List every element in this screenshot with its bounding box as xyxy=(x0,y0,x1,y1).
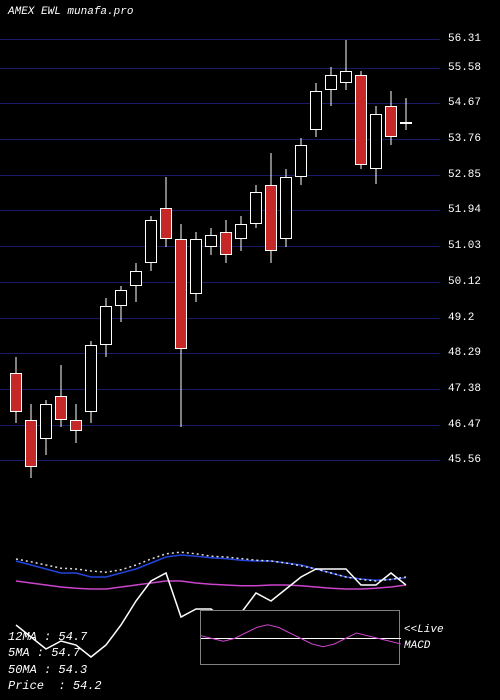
gridline xyxy=(0,39,440,40)
gridline-label: 51.03 xyxy=(448,240,481,252)
gridline-label: 55.58 xyxy=(448,62,481,74)
gridline-label: 47.38 xyxy=(448,383,481,395)
gridline xyxy=(0,103,440,104)
gridline-label: 56.31 xyxy=(448,33,481,45)
stat-label: 5MA xyxy=(8,646,30,660)
stat-label: 12MA xyxy=(8,630,37,644)
stat-value: 54.7 xyxy=(51,646,80,660)
gridline-label: 52.85 xyxy=(448,169,481,181)
gridline xyxy=(0,282,440,283)
gridline-label: 53.76 xyxy=(448,133,481,145)
gridline-label: 48.29 xyxy=(448,347,481,359)
stats-block: 12MA : 54.7 5MA : 54.7 50MA : 54.3 Price… xyxy=(8,629,102,694)
macd-inset xyxy=(200,610,400,665)
stat-price: Price : 54.2 xyxy=(8,678,102,694)
stat-12ma: 12MA : 54.7 xyxy=(8,629,102,645)
stat-50ma: 50MA : 54.3 xyxy=(8,662,102,678)
stat-value: 54.3 xyxy=(58,663,87,677)
inset-label-macd: MACD xyxy=(404,640,430,652)
gridline-label: 51.94 xyxy=(448,204,481,216)
gridline-label: 49.2 xyxy=(448,312,474,324)
stat-label: 50MA xyxy=(8,663,37,677)
stat-value: 54.7 xyxy=(58,630,87,644)
stat-5ma: 5MA : 54.7 xyxy=(8,645,102,661)
indicator-line-blue xyxy=(16,555,406,580)
gridline xyxy=(0,425,440,426)
gridline xyxy=(0,175,440,176)
gridline-label: 50.12 xyxy=(448,276,481,288)
gridline xyxy=(0,318,440,319)
gridline-label: 45.56 xyxy=(448,454,481,466)
stat-value: 54.2 xyxy=(73,679,102,693)
gridline xyxy=(0,68,440,69)
stat-label: Price xyxy=(8,679,44,693)
gridline xyxy=(0,210,440,211)
inset-svg xyxy=(201,611,401,666)
gridline xyxy=(0,389,440,390)
gridline-label: 54.67 xyxy=(448,97,481,109)
indicator-line-magenta xyxy=(16,581,406,589)
price-panel xyxy=(0,20,440,490)
gridline-label: 46.47 xyxy=(448,419,481,431)
inset-label-live: <<Live xyxy=(404,624,444,636)
gridline xyxy=(0,353,440,354)
inset-line-magenta xyxy=(201,625,401,647)
gridline xyxy=(0,460,440,461)
chart-container: AMEX EWL munafa.pro <<Live MACD 12MA : 5… xyxy=(0,0,500,700)
chart-title: AMEX EWL munafa.pro xyxy=(8,6,133,18)
